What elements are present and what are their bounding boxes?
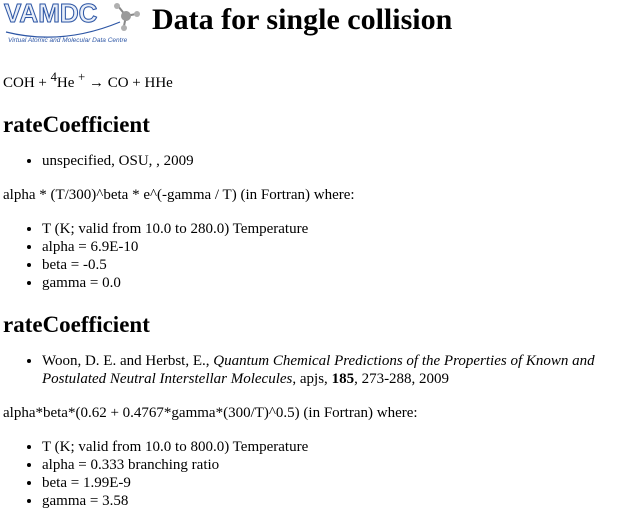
reference-pages-year: , 273-288, 2009 (354, 371, 450, 387)
reactant-he: He (56, 75, 75, 91)
mass-number: 4 (50, 70, 57, 84)
formula-text: alpha*beta*(0.62 + 0.4767*gamma*(300/T)^… (3, 405, 418, 421)
reactant-coh: COH (3, 75, 35, 91)
parameter-item: gamma = 3.58 (42, 492, 639, 510)
plus-sign: + (34, 75, 51, 91)
parameter-item: beta = 1.99E-9 (42, 474, 639, 492)
charge: + (78, 70, 86, 84)
plus-sign: + (128, 75, 145, 91)
section-heading: rateCoefficient (3, 112, 150, 137)
main-content: COH + 4He + → CO + HHe rateCoefficient u… (3, 68, 639, 510)
parameter-item: T (K; valid from 10.0 to 800.0) Temperat… (42, 438, 639, 456)
reference-item: unspecified, OSU, , 2009 (42, 152, 639, 170)
reaction-equation: COH + 4He + → CO + HHe (3, 68, 639, 92)
reference-list: unspecified, OSU, , 2009 (3, 152, 639, 170)
parameter-item: beta = -0.5 (42, 256, 639, 274)
page-title: Data for single collision (152, 3, 453, 36)
formula-text: alpha * (T/300)^beta * e^(-gamma / T) (i… (3, 187, 355, 203)
parameter-list: T (K; valid from 10.0 to 280.0) Temperat… (3, 220, 639, 292)
parameter-item: alpha = 0.333 branching ratio (42, 456, 639, 474)
parameter-item: alpha = 6.9E-10 (42, 238, 639, 256)
logo-text: VAMDC (3, 0, 98, 28)
section-heading: rateCoefficient (3, 312, 150, 337)
logo-swoosh-icon (5, 3, 140, 38)
reference-volume: 185 (331, 371, 355, 387)
parameter-item: T (K; valid from 10.0 to 280.0) Temperat… (42, 220, 639, 238)
reaction-arrow: → (85, 75, 108, 91)
logo-tagline: Virtual Atomic and Molecular Data Centre (8, 37, 128, 44)
reference-journal: , apjs, (292, 371, 332, 387)
reference-title: Quantum Chemical Predictions of the Prop… (42, 353, 595, 387)
parameter-list: T (K; valid from 10.0 to 800.0) Temperat… (3, 438, 639, 510)
parameter-item: gamma = 0.0 (42, 274, 639, 292)
reference-list: Woon, D. E. and Herbst, E., Quantum Chem… (3, 352, 639, 388)
reference-authors: Woon, D. E. and Herbst, E., (42, 353, 214, 369)
product-hhe: HHe (144, 75, 173, 91)
page-header: VAMDC Virtual Atomic and Molecular Data … (0, 0, 643, 46)
reference-item: Woon, D. E. and Herbst, E., Quantum Chem… (42, 352, 639, 388)
vamdc-logo[interactable]: VAMDC Virtual Atomic and Molecular Data … (2, 0, 142, 44)
product-co: CO (107, 75, 129, 91)
